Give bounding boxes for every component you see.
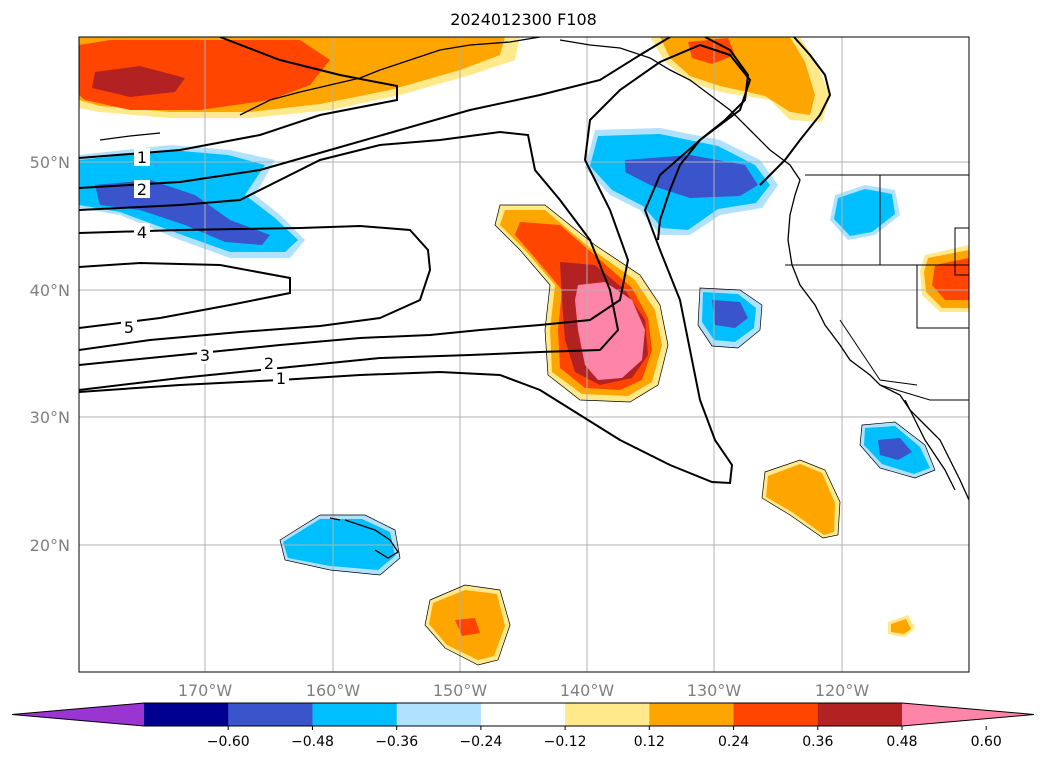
lon-label: 160°W <box>306 681 361 700</box>
colorbar-extend-high <box>902 703 1034 726</box>
colorbar-extend-low <box>12 703 144 726</box>
colorbar: −0.60 −0.48 −0.36 −0.24 −0.12 0.12 0.24 0.36 0.4… <box>11 702 1035 750</box>
contour-label: 2 <box>264 354 274 373</box>
anomaly-outlines <box>279 204 936 666</box>
latitude-labels: 50°N 40°N 30°N 20°N <box>30 153 70 555</box>
contour-label: 1 <box>137 148 147 167</box>
contour-label: 4 <box>137 223 147 242</box>
colorbar-segment <box>312 703 398 726</box>
coastlines <box>99 37 969 559</box>
anomaly-negative-north-central <box>585 128 778 235</box>
colorbar-tick-label: 0.12 <box>634 734 665 750</box>
colorbar-segment <box>565 703 650 726</box>
colorbar-tick-label: −0.24 <box>459 734 502 750</box>
lat-label: 30°N <box>30 408 70 427</box>
colorbar-tick-label: −0.60 <box>207 734 250 750</box>
colorbar-tick-label: 0.24 <box>718 734 749 750</box>
contour-label: 1 <box>276 369 286 388</box>
lon-label: 130°W <box>687 681 742 700</box>
colorbar-segment <box>480 703 566 726</box>
lat-label: 40°N <box>30 281 70 300</box>
lon-label: 170°W <box>178 681 233 700</box>
colorbar-tick-label: 0.48 <box>886 734 917 750</box>
colorbar-tick-label: −0.36 <box>375 734 418 750</box>
anomaly-positive-tiny <box>888 615 915 637</box>
colorbar-segment <box>649 703 735 726</box>
colorbar-outline <box>11 702 1035 727</box>
contour-label: 5 <box>124 318 134 337</box>
contour-labels: 1 2 4 5 3 2 1 <box>121 148 289 388</box>
map-area <box>79 37 969 672</box>
map-frame <box>78 36 970 673</box>
colorbar-tick-label: −0.12 <box>544 734 587 750</box>
lon-label: 140°W <box>560 681 615 700</box>
lat-label: 50°N <box>30 153 70 172</box>
colorbar-segment <box>817 703 903 726</box>
lon-label: 120°W <box>815 681 870 700</box>
anomaly-positive-northwest <box>79 37 520 118</box>
colorbar-tick-label: 0.36 <box>802 734 833 750</box>
colorbar-segment <box>396 703 482 726</box>
colorbar-segment <box>144 703 229 726</box>
colorbar-segment <box>733 703 819 726</box>
colorbar-segment <box>228 703 313 726</box>
borders <box>785 174 969 401</box>
colorbar-tick-label: −0.48 <box>291 734 334 750</box>
height-contours <box>79 37 832 485</box>
lat-label: 20°N <box>30 536 70 555</box>
contour-label: 3 <box>200 346 210 365</box>
colorbar-tick-label: 0.60 <box>971 734 1002 750</box>
anomaly-positive-central <box>495 205 668 402</box>
anomaly-positive-south <box>425 585 510 665</box>
map-title: 2024012300 F108 <box>450 10 597 29</box>
lon-label: 150°W <box>433 681 488 700</box>
longitude-labels: 170°W 160°W 150°W 140°W 130°W 120°W <box>178 681 870 700</box>
contour-label: 2 <box>137 180 147 199</box>
anomaly-negative-baja <box>860 422 935 478</box>
anomaly-positive-subtropical <box>762 460 840 538</box>
